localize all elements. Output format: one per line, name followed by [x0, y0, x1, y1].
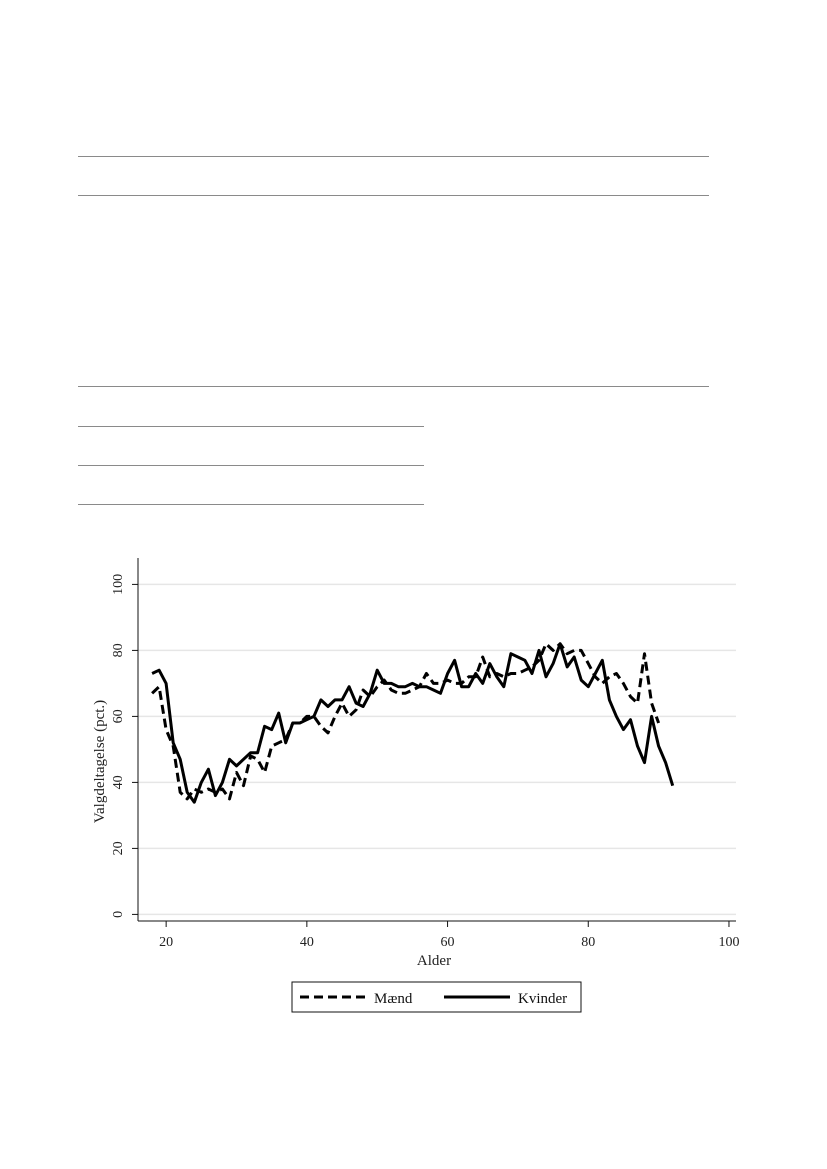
legend-box [291, 981, 582, 1013]
y-axis-title: Valgdeltagelse (pct.) [92, 700, 108, 823]
x-tick-label-60: 60 [441, 935, 455, 950]
x-tick-label-40: 40 [300, 935, 314, 950]
series-line-kvinder [151, 642, 675, 804]
y-tick-label-100: 100 [111, 574, 126, 595]
axes [137, 558, 736, 922]
y-tick-label-80: 80 [111, 643, 126, 657]
page-rule-1 [78, 156, 709, 157]
x-axis-title: Alder [417, 953, 451, 969]
legend: Mænd Kvinder [291, 981, 582, 1013]
x-tick-label-20: 20 [159, 935, 173, 950]
page-rule-4 [78, 426, 424, 427]
series-line-maend [151, 642, 661, 801]
gridlines [138, 583, 736, 916]
series-layer [151, 642, 675, 804]
y-tick-label-60: 60 [111, 709, 126, 723]
page-rule-6 [78, 504, 424, 505]
y-tick-label-40: 40 [111, 775, 126, 789]
page-rule-2 [78, 195, 709, 196]
y-tick-label-0: 0 [111, 911, 126, 918]
x-tick-label-80: 80 [581, 935, 595, 950]
y-tick-label-20: 20 [111, 841, 126, 855]
legend-label-maend: Mænd [374, 991, 413, 1007]
page-rule-5 [78, 465, 424, 466]
ticks: 0 20 40 60 80 100 20 40 60 80 100 [111, 574, 739, 950]
x-tick-label-100: 100 [718, 935, 739, 950]
legend-label-kvinder: Kvinder [518, 991, 567, 1007]
page-rule-3 [78, 386, 709, 387]
